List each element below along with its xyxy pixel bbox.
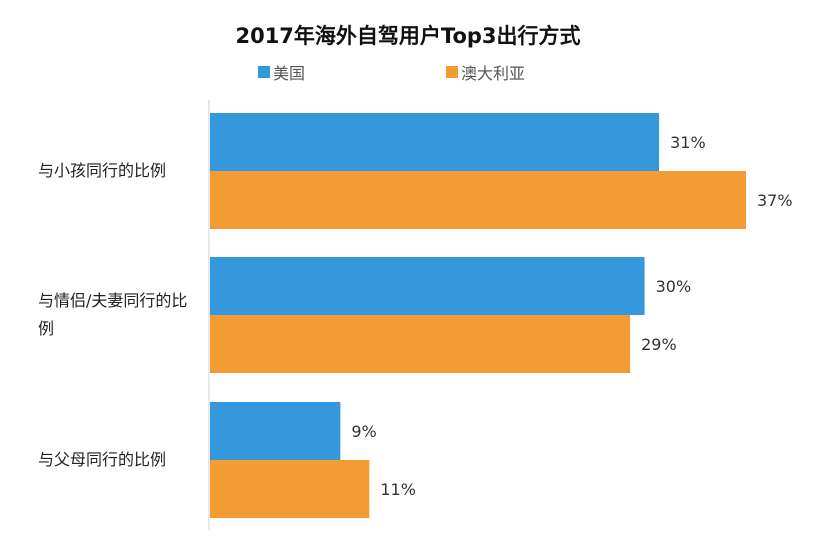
data-label: 37% [757,191,793,210]
category-label: 与小孩同行的比例 [38,161,167,180]
data-label: 30% [656,277,692,296]
bar-us [210,113,660,171]
legend-swatch-au [446,66,458,78]
bar-us [210,402,341,460]
data-label: 11% [380,480,416,499]
legend-item-us: 美国 [258,60,305,84]
legend-item-au: 澳大利亚 [446,60,525,84]
chart-title: 2017年海外自驾用户Top3出行方式 [235,24,581,48]
legend-swatch-us [258,66,270,78]
legend-label-us: 美国 [273,64,306,83]
data-label: 29% [641,335,677,354]
bar-au [210,171,746,229]
legend-label-au: 澳大利亚 [461,64,526,83]
bar-au [210,460,370,518]
category-label: 与情侣/夫妻同行的比例 [38,291,188,338]
data-label: 31% [670,133,706,152]
bar-au [210,315,631,373]
data-label: 9% [351,422,376,441]
bar-us [210,257,645,315]
category-label: 与父母同行的比例 [38,450,167,469]
